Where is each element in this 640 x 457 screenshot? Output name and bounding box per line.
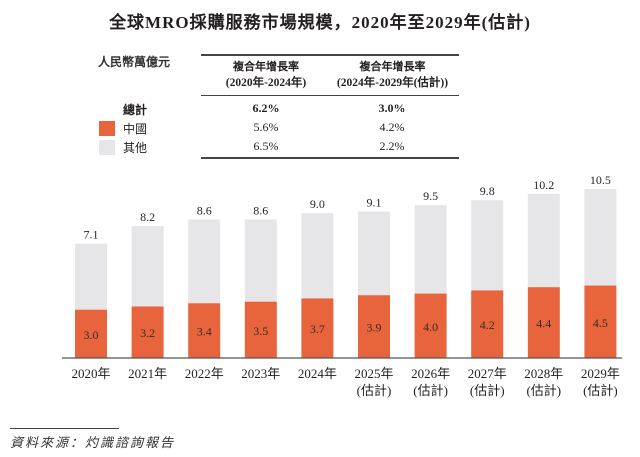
- data-label-total-4: 9.0: [310, 197, 325, 211]
- cagr-total-2024-2029: 3.0%: [378, 101, 406, 115]
- x-tick-label-2: 2022年: [185, 366, 224, 381]
- bar-china-3: [244, 301, 277, 358]
- x-tick-label-0: 2020年: [71, 366, 110, 381]
- bar-china-5: [358, 295, 390, 358]
- bar-china-2: [188, 303, 221, 358]
- x-tick-sublabel-5: (估計): [357, 383, 392, 398]
- header-line2: (2020年-2024年): [225, 77, 307, 89]
- bar-others-9: [584, 188, 617, 286]
- data-label-total-7: 9.8: [480, 184, 495, 198]
- table-top-rule: [201, 54, 459, 56]
- row-label-china: 中國: [123, 122, 148, 136]
- x-tick-label-9: 2029年: [581, 366, 620, 381]
- data-label-total-2: 8.6: [197, 204, 212, 218]
- data-label-china-2: 3.4: [197, 325, 212, 339]
- header-line1: 複合年增長率: [233, 60, 299, 73]
- data-label-total-9: 10.5: [590, 173, 611, 187]
- x-tick-label-1: 2021年: [128, 366, 167, 381]
- x-tick-sublabel-7: (估計): [470, 383, 505, 398]
- cagr-others-2024-2029: 2.2%: [379, 139, 405, 153]
- table-header-2020-2024: 複合年增長率 (2020年-2024年): [201, 58, 331, 92]
- x-tick-label-8: 2028年: [524, 366, 563, 381]
- data-label-china-5: 3.9: [367, 321, 382, 335]
- data-label-total-3: 8.6: [253, 204, 268, 218]
- data-label-total-5: 9.1: [367, 195, 382, 209]
- bar-china-4: [301, 298, 334, 358]
- x-tick-sublabel-8: (估計): [526, 383, 561, 398]
- data-label-china-8: 4.4: [536, 317, 551, 331]
- bar-others-1: [131, 225, 164, 307]
- x-tick-label-7: 2027年: [468, 366, 507, 381]
- bar-others-6: [414, 205, 447, 294]
- table-header-2024-2029: 複合年增長率 (2024年-2029年(估計)): [325, 58, 460, 92]
- header-line1: 複合年增長率: [359, 60, 426, 73]
- bar-others-0: [75, 243, 107, 310]
- cagr-china-2020-2024: 5.6%: [253, 120, 279, 134]
- unit-label: 人民幣萬億元: [98, 55, 171, 69]
- bar-others-2: [188, 219, 221, 304]
- data-label-china-7: 4.2: [480, 318, 495, 332]
- bar-others-4: [301, 213, 334, 299]
- x-tick-label-6: 2026年: [411, 366, 450, 381]
- x-tick-sublabel-6: (估計): [413, 383, 448, 398]
- bar-china-7: [471, 290, 504, 358]
- table-bottom-rule: [201, 157, 459, 159]
- bar-china-1: [131, 306, 164, 358]
- bar-china-6: [414, 293, 447, 358]
- data-label-total-8: 10.2: [533, 178, 554, 192]
- legend-swatch-others: [99, 140, 115, 155]
- cagr-total-2020-2024: 6.2%: [252, 101, 280, 115]
- source-rule: [10, 428, 119, 429]
- cagr-others-2020-2024: 6.5%: [253, 139, 279, 153]
- bar-others-3: [244, 219, 277, 302]
- legend-swatch-china: [99, 121, 115, 136]
- bar-others-7: [471, 200, 504, 291]
- bar-others-5: [358, 211, 390, 296]
- table-header-rule: [201, 95, 459, 96]
- chart-title: 全球MRO採購服務市場規模，2020年至2029年(估計): [109, 13, 531, 32]
- data-label-china-0: 3.0: [84, 328, 99, 342]
- data-label-china-1: 3.2: [140, 326, 155, 340]
- row-label-total: 總計: [123, 103, 148, 117]
- bar-china-9: [584, 285, 617, 358]
- x-tick-sublabel-9: (估計): [583, 383, 618, 398]
- bar-china-8: [527, 287, 560, 358]
- data-label-china-6: 4.0: [423, 320, 438, 334]
- x-tick-label-5: 2025年: [354, 366, 393, 381]
- x-tick-label-4: 2024年: [298, 366, 337, 381]
- cagr-china-2024-2029: 4.2%: [379, 120, 405, 134]
- source-note: 資料來源：灼識諮詢報告: [10, 435, 176, 450]
- bar-china-0: [75, 309, 107, 358]
- data-label-china-4: 3.7: [310, 322, 325, 336]
- data-label-total-0: 7.1: [84, 228, 99, 242]
- header-line2: (2024年-2029年(估計)): [336, 77, 449, 89]
- bar-others-8: [527, 193, 560, 288]
- row-label-others: 其他: [123, 141, 148, 155]
- x-tick-label-3: 2023年: [241, 366, 280, 381]
- data-label-china-9: 4.5: [593, 316, 608, 330]
- data-label-china-3: 3.5: [253, 324, 268, 338]
- data-label-total-6: 9.5: [423, 189, 438, 203]
- data-label-total-1: 8.2: [140, 210, 155, 224]
